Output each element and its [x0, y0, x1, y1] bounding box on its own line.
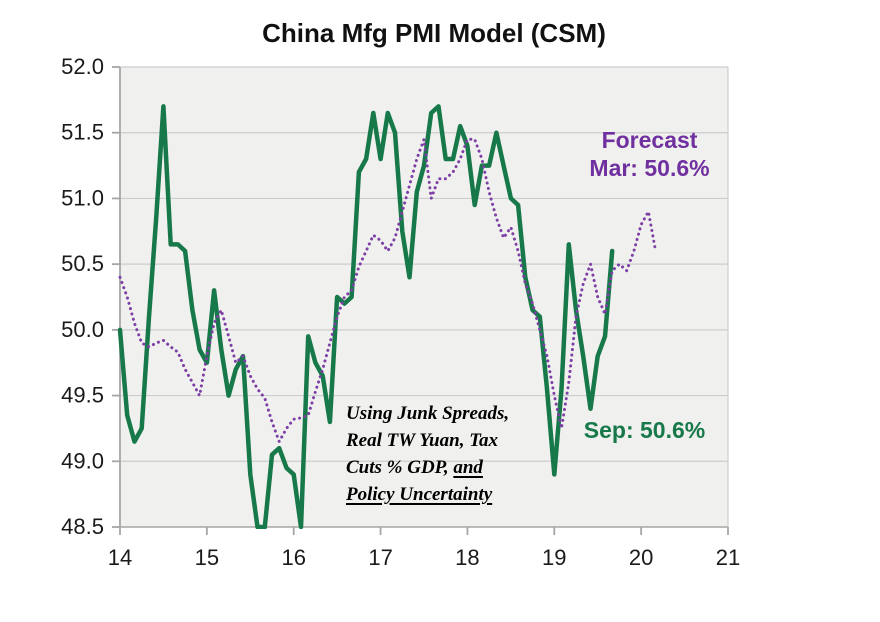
actual-pmi-line: [117, 104, 615, 529]
forecast-annotation-line1: Forecast: [601, 127, 698, 153]
x-tick-label: 15: [195, 545, 219, 570]
note-line-2: Real TW Yuan, Tax: [346, 430, 499, 451]
x-tick-label: 21: [716, 545, 740, 570]
note-line-4: Policy Uncertainty: [346, 484, 493, 505]
y-tick-label: 50.0: [61, 317, 104, 342]
y-tick-label: 49.5: [61, 383, 104, 408]
forecast-annotation-line2: Mar: 50.6%: [589, 155, 710, 181]
x-tick-label: 14: [108, 545, 132, 570]
chart-title: China Mfg PMI Model (CSM): [262, 18, 606, 48]
actual-value-annotation: Sep: 50.6%: [583, 417, 706, 443]
note-line-3-underlined: and: [453, 457, 483, 478]
y-tick-label: 48.5: [61, 514, 104, 539]
forecast-annotation: Forecast Mar: 50.6%: [562, 126, 737, 182]
y-tick-label: 51.0: [61, 185, 104, 210]
y-tick-label: 52.0: [61, 54, 104, 79]
x-tick-label: 18: [455, 545, 479, 570]
y-tick-label: 50.5: [61, 251, 104, 276]
x-tick-label: 17: [368, 545, 392, 570]
x-tick-label: 16: [281, 545, 305, 570]
note-line-1: Using Junk Spreads,: [346, 403, 510, 424]
x-tick-label: 19: [542, 545, 566, 570]
y-tick-label: 49.0: [61, 448, 104, 473]
x-tick-label: 20: [629, 545, 653, 570]
note-line-3: Cuts % GDP, and: [346, 454, 546, 481]
model-inputs-note: Using Junk Spreads, Real TW Yuan, Tax Cu…: [346, 400, 546, 508]
note-line-3-plain: Cuts % GDP,: [346, 457, 454, 478]
model-forecast-line: [118, 137, 658, 444]
y-tick-label: 51.5: [61, 120, 104, 145]
